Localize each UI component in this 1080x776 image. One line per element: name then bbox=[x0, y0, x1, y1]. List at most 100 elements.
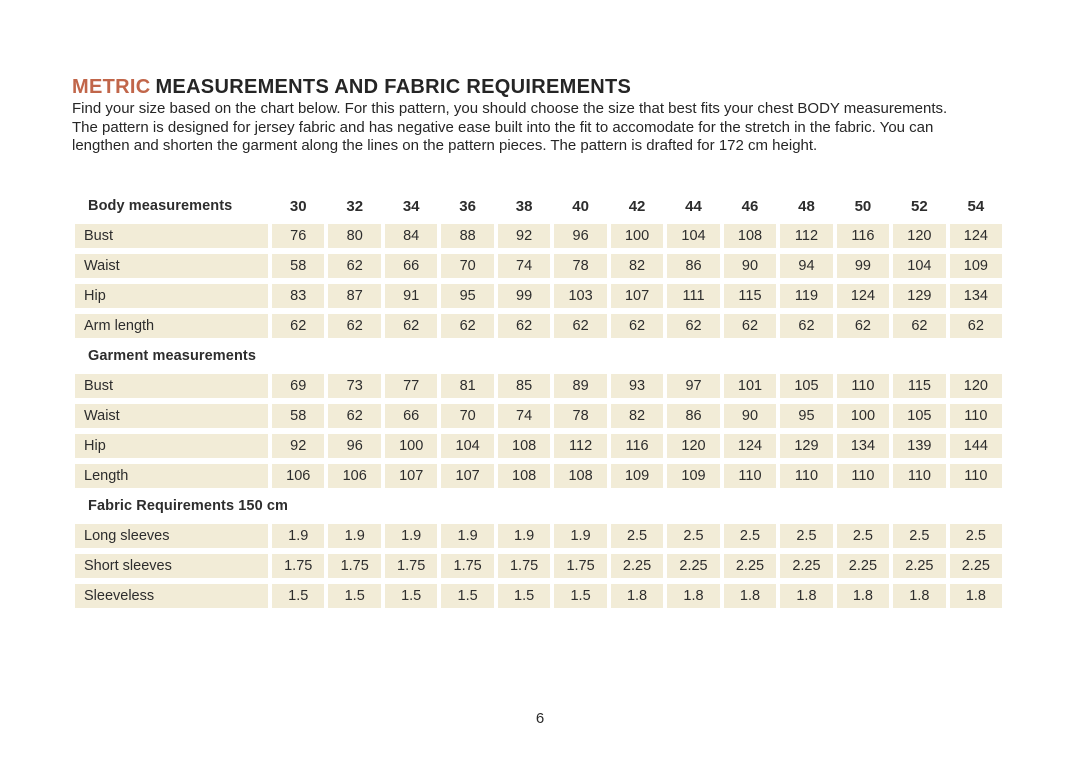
value-cell: 85 bbox=[497, 374, 551, 398]
size-column-header bbox=[731, 494, 782, 518]
row-label: Long sleeves bbox=[75, 524, 268, 548]
value-cell: 66 bbox=[384, 404, 438, 428]
value-cell: 94 bbox=[780, 254, 833, 278]
value-cell: 77 bbox=[384, 374, 438, 398]
value-cell: 70 bbox=[441, 254, 494, 278]
value-cell: 1.75 bbox=[328, 554, 381, 578]
value-cell: 105 bbox=[780, 374, 833, 398]
row-label: Short sleeves bbox=[75, 554, 268, 578]
size-column-header bbox=[385, 344, 437, 368]
value-cell: 1.9 bbox=[554, 524, 607, 548]
value-cell: 84 bbox=[384, 224, 438, 248]
size-column-header: 44 bbox=[685, 197, 702, 215]
value-cell: 139 bbox=[893, 434, 946, 458]
value-cell: 104 bbox=[441, 434, 494, 458]
value-cell: 91 bbox=[384, 284, 438, 308]
value-cell: 101 bbox=[723, 374, 777, 398]
section-header-row: Fabric Requirements 150 cm bbox=[75, 494, 1002, 518]
value-cell: 120 bbox=[667, 434, 720, 458]
value-cell: 90 bbox=[723, 254, 777, 278]
value-cell: 100 bbox=[836, 404, 890, 428]
row-label: Bust bbox=[75, 374, 268, 398]
value-cell: 108 bbox=[497, 434, 551, 458]
size-column-header: 32 bbox=[346, 197, 364, 215]
value-cell: 107 bbox=[441, 464, 494, 488]
size-column-header bbox=[272, 344, 324, 368]
value-cell: 109 bbox=[949, 254, 1003, 278]
value-cell: 62 bbox=[328, 254, 381, 278]
size-column-header bbox=[512, 494, 563, 518]
table-row: Long sleeves 1.9 1.9 1.9 1.9 1.9 1.9 2.5 2.5 2.5 2… bbox=[75, 524, 1003, 548]
value-cell: 116 bbox=[610, 434, 664, 458]
value-cell: 2.5 bbox=[836, 524, 890, 548]
table-row: Arm length 62 62 62 62 62 62 62 62 62 62 62 62 62 bbox=[75, 314, 1003, 338]
value-cell: 109 bbox=[610, 464, 664, 488]
value-cell: 124 bbox=[723, 434, 777, 458]
value-cell: 1.8 bbox=[667, 584, 720, 608]
value-cell: 78 bbox=[554, 254, 607, 278]
value-cell: 2.25 bbox=[723, 554, 777, 578]
value-cell: 100 bbox=[610, 224, 664, 248]
value-cell: 2.5 bbox=[610, 524, 664, 548]
value-cell: 112 bbox=[780, 224, 833, 248]
value-cell: 62 bbox=[272, 314, 325, 338]
value-cell: 1.5 bbox=[328, 584, 381, 608]
value-cell: 62 bbox=[328, 314, 381, 338]
value-cell: 2.25 bbox=[780, 554, 833, 578]
value-cell: 2.5 bbox=[667, 524, 720, 548]
value-cell: 58 bbox=[272, 404, 325, 428]
value-cell: 95 bbox=[441, 284, 494, 308]
value-cell: 1.8 bbox=[610, 584, 664, 608]
value-cell: 89 bbox=[554, 374, 607, 398]
size-column-header: 40 bbox=[572, 197, 589, 215]
value-cell: 99 bbox=[836, 254, 890, 278]
value-cell: 1.9 bbox=[497, 524, 551, 548]
value-cell: 87 bbox=[328, 284, 381, 308]
value-cell: 107 bbox=[384, 464, 438, 488]
page-title-accent: METRIC bbox=[72, 76, 151, 98]
size-column-header bbox=[950, 344, 1002, 368]
value-cell: 58 bbox=[272, 254, 325, 278]
value-cell: 96 bbox=[328, 434, 381, 458]
value-cell: 107 bbox=[610, 284, 664, 308]
size-column-header: 48 bbox=[798, 197, 815, 215]
value-cell: 74 bbox=[497, 404, 551, 428]
intro-line: Find your size based on the chart below.… bbox=[72, 100, 948, 117]
value-cell: 92 bbox=[272, 434, 325, 458]
value-cell: 110 bbox=[780, 464, 833, 488]
value-cell: 115 bbox=[893, 374, 946, 398]
size-column-header bbox=[667, 344, 719, 368]
size-column-header bbox=[896, 494, 947, 518]
value-cell: 95 bbox=[780, 404, 833, 428]
size-column-header bbox=[441, 344, 493, 368]
size-column-header: 38 bbox=[515, 197, 533, 215]
value-cell: 110 bbox=[949, 404, 1003, 428]
size-column-header bbox=[292, 494, 343, 518]
value-cell: 62 bbox=[723, 314, 777, 338]
value-cell: 86 bbox=[667, 254, 720, 278]
value-cell: 81 bbox=[441, 374, 494, 398]
size-column-header bbox=[567, 494, 618, 518]
size-column-header bbox=[402, 494, 453, 518]
row-label: Bust bbox=[75, 224, 268, 248]
value-cell: 104 bbox=[893, 254, 946, 278]
table-row: Waist 58 62 66 70 74 78 82 86 90 94 99 104 109 bbox=[75, 254, 1003, 278]
size-column-header bbox=[457, 494, 508, 518]
value-cell: 110 bbox=[949, 464, 1003, 488]
section-header-row: Body measurements 30 32 34 36 38 40 42 44 46 48 50 5… bbox=[75, 194, 1002, 218]
row-label: Hip bbox=[75, 284, 268, 308]
size-column-header bbox=[611, 344, 663, 368]
table-row: Bust 76 80 84 88 92 96 100 104 108 112 116 120 124 bbox=[75, 224, 1003, 248]
value-cell: 1.75 bbox=[384, 554, 438, 578]
value-cell: 110 bbox=[836, 464, 890, 488]
size-column-header: 54 bbox=[967, 197, 985, 215]
section-header-label: Fabric Requirements 150 cm bbox=[88, 498, 289, 514]
value-cell: 129 bbox=[893, 284, 946, 308]
value-cell: 90 bbox=[723, 404, 777, 428]
value-cell: 2.25 bbox=[610, 554, 664, 578]
value-cell: 106 bbox=[328, 464, 381, 488]
value-cell: 73 bbox=[328, 374, 381, 398]
page-number: 6 bbox=[535, 710, 545, 727]
value-cell: 70 bbox=[441, 404, 494, 428]
value-cell: 105 bbox=[893, 404, 946, 428]
